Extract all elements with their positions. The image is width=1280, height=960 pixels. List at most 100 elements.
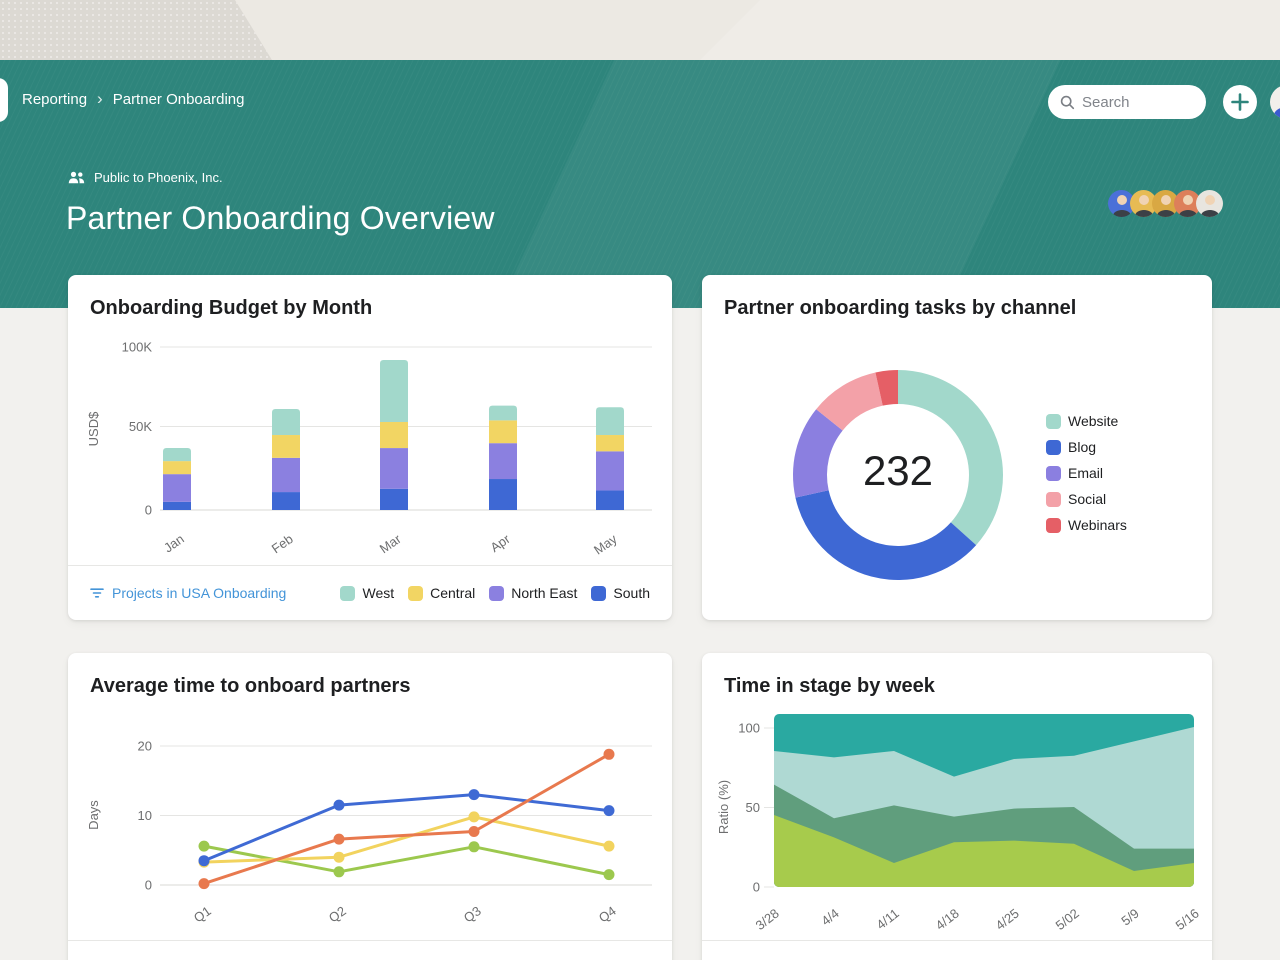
svg-text:Mar: Mar xyxy=(377,531,404,557)
chart-title-onboard-time: Average time to onboard partners xyxy=(90,675,411,697)
legend-label: North East xyxy=(511,585,578,601)
legend-label: West xyxy=(362,585,395,601)
legend-item-central: Central xyxy=(408,585,475,601)
filter-icon xyxy=(90,588,104,598)
card-average-onboard-time: Average time to onboard partners 0 10 20 Da… xyxy=(68,653,672,960)
legend-swatch xyxy=(1046,517,1061,533)
avatar-face xyxy=(1182,195,1193,205)
chevron-right-icon: › xyxy=(97,89,103,108)
svg-text:3/28: 3/28 xyxy=(753,906,782,933)
svg-text:May: May xyxy=(591,531,620,558)
avatar-face xyxy=(1138,195,1149,205)
budget-card-footer: Projects in USA Onboarding West Central No… xyxy=(68,566,672,620)
banner-diagonal-shape-2 xyxy=(235,0,760,60)
legend-swatch xyxy=(591,585,607,601)
legend-label: Website xyxy=(1068,413,1119,429)
breadcrumb-reporting[interactable]: Reporting xyxy=(22,91,88,108)
channels-donut-chart xyxy=(792,370,1004,581)
svg-text:0: 0 xyxy=(753,880,760,895)
avatar-face xyxy=(1116,195,1127,205)
legend-label: South xyxy=(613,585,650,601)
legend-label: Blog xyxy=(1068,439,1097,455)
svg-text:50K: 50K xyxy=(129,419,152,434)
legend-swatch xyxy=(1046,465,1061,481)
user-avatar-partial[interactable] xyxy=(1270,85,1280,119)
legend-swatch xyxy=(1046,413,1061,429)
avatar-body xyxy=(1112,210,1131,217)
dashboard-header: Reporting › Partner Onboarding Public to… xyxy=(0,60,1280,308)
svg-text:4/25: 4/25 xyxy=(993,906,1022,933)
legend-swatch xyxy=(489,585,505,601)
avatar-face xyxy=(1204,195,1215,205)
svg-text:Jan: Jan xyxy=(161,531,187,555)
legend-swatch xyxy=(340,585,356,601)
search-bar[interactable] xyxy=(1048,85,1206,119)
member-avatar-3[interactable] xyxy=(1152,190,1179,217)
svg-text:100K: 100K xyxy=(122,340,153,355)
donut-total: 232 xyxy=(862,447,934,494)
svg-text:Q4: Q4 xyxy=(596,903,619,925)
legend-label: Email xyxy=(1068,465,1104,481)
breadcrumb-partner-onboarding[interactable]: Partner Onboarding xyxy=(112,91,245,108)
svg-text:4/18: 4/18 xyxy=(933,906,962,933)
avatar-body xyxy=(1178,210,1197,217)
svg-text:Q1: Q1 xyxy=(191,903,214,925)
svg-text:5/9: 5/9 xyxy=(1118,906,1141,929)
card-footer-divider xyxy=(68,940,672,941)
chart-title-channels: Partner onboarding tasks by channel xyxy=(724,297,1077,319)
search-icon xyxy=(1060,95,1075,109)
avatar-body xyxy=(1156,210,1175,217)
card-footer-divider xyxy=(68,565,672,566)
budget-bar-chart: 0 50K 100K USD$ Jan Feb Mar Apr May xyxy=(86,340,652,558)
member-avatar-1[interactable] xyxy=(1108,190,1135,217)
svg-text:Days: Days xyxy=(86,800,101,830)
search-input[interactable] xyxy=(1082,93,1187,111)
team-label: Public to Phoenix, Inc. xyxy=(94,170,223,185)
team-row: Public to Phoenix, Inc. xyxy=(68,170,223,185)
svg-text:Q3: Q3 xyxy=(461,903,484,925)
svg-text:5/02: 5/02 xyxy=(1053,906,1082,933)
plus-icon xyxy=(1231,93,1249,111)
legend-swatch xyxy=(1046,491,1061,507)
svg-text:0: 0 xyxy=(145,878,152,893)
legend-label: Webinars xyxy=(1068,517,1127,533)
svg-text:20: 20 xyxy=(138,739,152,754)
avatar-silhouette xyxy=(1274,107,1280,119)
top-banner xyxy=(0,0,1280,60)
svg-text:Q2: Q2 xyxy=(326,903,349,925)
svg-text:Feb: Feb xyxy=(269,531,296,556)
legend-swatch xyxy=(408,585,424,601)
svg-text:4/11: 4/11 xyxy=(873,906,901,933)
avatar-body xyxy=(1200,210,1219,217)
onboard-time-line-chart: 0 10 20 Days Q1 Q2 Q3 Q4 xyxy=(86,739,652,925)
svg-text:50: 50 xyxy=(746,800,760,815)
add-button[interactable] xyxy=(1223,85,1257,119)
svg-text:5/16: 5/16 xyxy=(1173,906,1202,933)
time-in-stage-area-chart: 0 50 100 Ratio (%) 3/28 4/4 4/11 4/18 4/25 5/02 5/… xyxy=(716,714,1202,933)
legend-item-north-east: North East xyxy=(489,585,577,601)
legend-item-blog: Blog xyxy=(1046,439,1127,455)
legend-label: Central xyxy=(430,585,476,601)
chart-title-budget: Onboarding Budget by Month xyxy=(90,297,373,319)
member-avatar-2[interactable] xyxy=(1130,190,1157,217)
legend-swatch xyxy=(1046,439,1061,455)
legend-item-social: Social xyxy=(1046,491,1127,507)
legend-item-west: West xyxy=(340,585,394,601)
card-onboarding-budget: Onboarding Budget by Month 0 50K 100K USD$ J… xyxy=(68,275,672,620)
filter-link[interactable]: Projects in USA Onboarding xyxy=(90,585,286,601)
svg-text:0: 0 xyxy=(145,503,152,518)
chart-title-time-in-stage: Time in stage by week xyxy=(724,675,935,697)
legend-item-webinars: Webinars xyxy=(1046,517,1127,533)
sidebar-toggle[interactable] xyxy=(0,78,8,122)
channels-legend: Website Blog Email Social Webinars xyxy=(1046,413,1127,533)
member-avatars xyxy=(1108,190,1223,217)
card-footer-divider xyxy=(702,940,1212,941)
svg-text:100: 100 xyxy=(738,721,760,736)
legend-item-website: Website xyxy=(1046,413,1127,429)
legend-item-south: South xyxy=(591,585,650,601)
svg-text:USD$: USD$ xyxy=(86,411,101,446)
breadcrumb: Reporting › Partner Onboarding xyxy=(22,90,244,109)
banner-diagonal-shape xyxy=(0,0,272,60)
member-avatar-5[interactable] xyxy=(1196,190,1223,217)
budget-legend: West Central North East South xyxy=(340,585,650,601)
